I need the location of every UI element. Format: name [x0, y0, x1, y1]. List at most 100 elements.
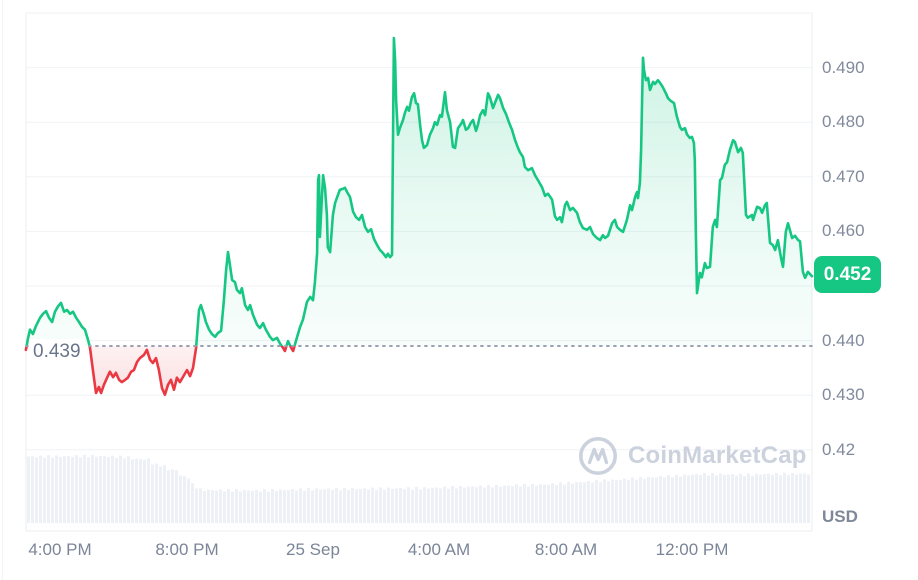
volume-bar [803, 473, 806, 523]
volume-bar [635, 479, 638, 523]
volume-bar [291, 489, 294, 523]
volume-bar [435, 487, 438, 523]
volume-bar [675, 474, 678, 523]
area-fill-up [26, 38, 812, 347]
x-tick-label: 12:00 PM [655, 540, 729, 559]
volume-bar [315, 488, 318, 523]
volume-bar [627, 480, 630, 523]
volume-bar [755, 473, 758, 523]
volume-bar [695, 473, 698, 523]
volume-bar [223, 491, 226, 523]
volume-bar [735, 475, 738, 523]
volume-bar [779, 475, 782, 523]
y-tick-label: 0.440 [822, 331, 865, 350]
volume-bar [131, 459, 134, 523]
volume-bar [567, 481, 570, 523]
volume-bar [287, 490, 290, 523]
volume-bar [759, 474, 762, 523]
volume-bar [407, 487, 410, 523]
volume-bar [679, 476, 682, 523]
volume-bar [507, 485, 510, 523]
volume-bar [731, 474, 734, 523]
volume-bar [527, 486, 530, 523]
volume-bar [431, 487, 434, 523]
area-fill-down [25, 346, 812, 395]
volume-bar [487, 484, 490, 523]
volume-bar [107, 457, 110, 523]
volume-bar [143, 459, 146, 523]
volume-bar [367, 489, 370, 523]
volume-bar [739, 473, 742, 523]
volume-bar [531, 483, 534, 523]
volume-bar [687, 475, 690, 523]
volume-bar [339, 490, 342, 523]
volume-bar [275, 491, 278, 523]
volume-bar [419, 489, 422, 523]
volume-bar [719, 473, 722, 523]
volume-bar [671, 477, 674, 523]
volume-bar [35, 457, 38, 523]
volume-bar [491, 487, 494, 523]
volume-bar [139, 459, 142, 523]
volume-bar [471, 486, 474, 523]
volume-bar [323, 489, 326, 523]
volume-bar [743, 476, 746, 523]
volume-bar [299, 488, 302, 523]
volume-bar [263, 489, 266, 523]
volume-bar [87, 457, 90, 523]
volume-bar [371, 487, 374, 523]
volume-bar [631, 477, 634, 523]
volume-bar [787, 475, 790, 523]
volume-bar [587, 480, 590, 523]
volume-bar [151, 464, 154, 523]
volume-bar [103, 456, 106, 523]
last-price-badge: 0.452 [814, 256, 881, 293]
volume-bar [463, 487, 466, 523]
volume-bar [459, 486, 462, 523]
volume-bar [163, 465, 166, 523]
volume-bar [659, 476, 662, 523]
volume-bar [499, 486, 502, 523]
volume-bar [27, 456, 30, 523]
volume-bar [767, 473, 770, 523]
volume-bar [355, 489, 358, 523]
volume-bar [775, 472, 778, 523]
volume-bar [267, 491, 270, 523]
volume-bar [663, 477, 666, 523]
volume-bar [715, 475, 718, 523]
volume-bar [383, 489, 386, 523]
volume-bar [415, 486, 418, 523]
volume-bar [91, 455, 94, 523]
x-tick-label: 25 Sep [286, 540, 340, 559]
volume-bar [639, 476, 642, 523]
volume-bar [795, 474, 798, 523]
volume-bar [175, 469, 178, 523]
volume-bar [115, 458, 118, 523]
volume-bar [303, 490, 306, 523]
volume-bar [259, 491, 262, 523]
volume-bar [763, 474, 766, 523]
volume-bar [283, 490, 286, 523]
volume-bars [27, 454, 810, 523]
volume-bar [243, 489, 246, 523]
volume-bar [343, 487, 346, 523]
volume-bar [683, 474, 686, 523]
volume-bar [607, 481, 610, 523]
volume-bar [251, 490, 254, 523]
volume-bar [255, 489, 258, 523]
coinmarketcap-logo-icon [578, 436, 618, 476]
volume-bar [667, 475, 670, 523]
volume-bar [167, 470, 170, 523]
volume-bar [307, 488, 310, 523]
volume-bar [239, 491, 242, 523]
volume-bar [55, 455, 58, 523]
volume-bar [75, 455, 78, 523]
volume-bar [71, 456, 74, 523]
volume-bar [555, 484, 558, 523]
volume-bar [179, 475, 182, 523]
volume-bar [703, 472, 706, 523]
currency-unit-label: USD [822, 507, 858, 526]
volume-bar [67, 455, 70, 523]
